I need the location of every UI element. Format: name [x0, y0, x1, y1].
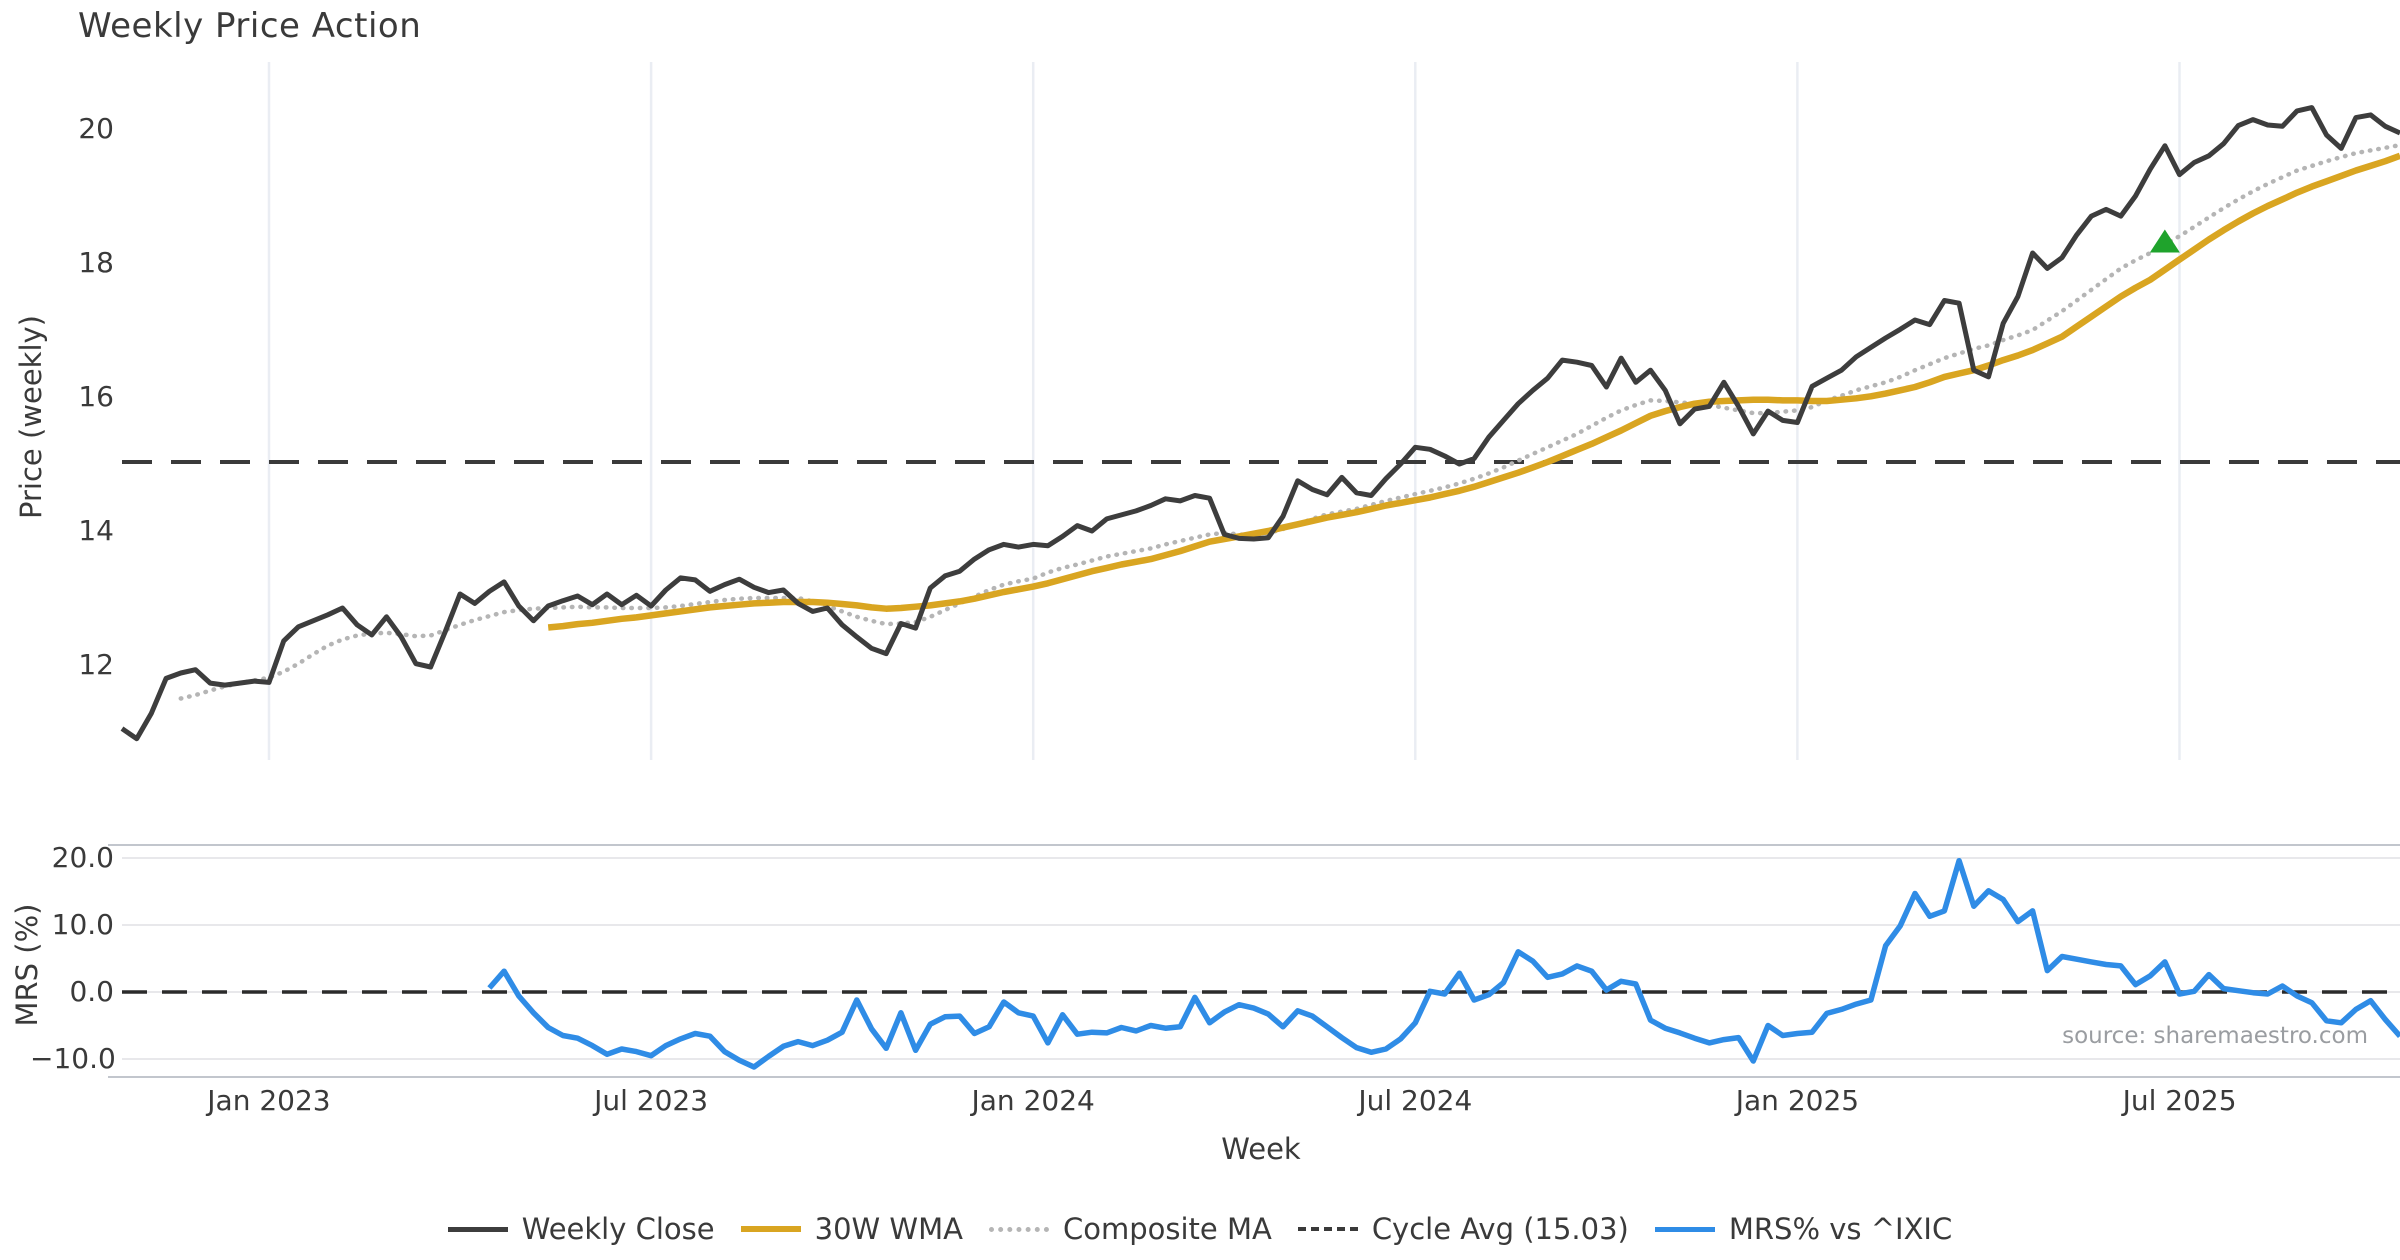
wma-line — [547, 152, 2400, 631]
legend-item-weekly-close: Weekly Close — [447, 1212, 715, 1246]
composite-ma-line-swatch-icon — [988, 1226, 1049, 1232]
price-axis-label: Price (weekly) — [14, 315, 48, 520]
cycle-avg-line-swatch-icon — [1297, 1227, 1358, 1231]
legend-label: Weekly Close — [521, 1212, 715, 1246]
week-tick-label: Jul 2025 — [2122, 1084, 2237, 1117]
legend-label: MRS% vs ^IXIC — [1728, 1212, 1953, 1246]
legend-item-mrs: MRS% vs ^IXIC — [1654, 1212, 1953, 1246]
price-tick-label: 20 — [78, 112, 114, 145]
price-tick-label: 14 — [78, 514, 114, 547]
legend-item-cycle-avg: Cycle Avg (15.03) — [1297, 1212, 1629, 1246]
mrs-tick-label: 0.0 — [69, 975, 114, 1008]
week-tick-label: Jul 2023 — [594, 1084, 709, 1117]
weekly-close-line-swatch-icon — [447, 1226, 508, 1232]
mrs-tick-label: 10.0 — [51, 908, 114, 941]
legend-label: Composite MA — [1062, 1212, 1272, 1246]
mrs-tick-label: −10.0 — [30, 1042, 116, 1075]
page-title: Weekly Price Action — [78, 6, 422, 46]
price-tick-label: 12 — [78, 648, 114, 681]
legend-label: Cycle Avg (15.03) — [1371, 1212, 1629, 1246]
source-note: source: sharemaestro.com — [2062, 1023, 2368, 1049]
legend-label: 30W WMA — [814, 1212, 963, 1246]
week-tick-label: Jan 2023 — [207, 1084, 331, 1117]
signal-triangle-icon — [2149, 229, 2180, 253]
week-tick-label: Jan 2025 — [1735, 1084, 1860, 1117]
mrs-line-swatch-icon — [1654, 1226, 1715, 1232]
week-tick-label: Jul 2024 — [1358, 1084, 1473, 1117]
price-tick-label: 16 — [78, 380, 114, 413]
mrs-axis-label: MRS (%) — [10, 903, 44, 1027]
legend-item-30w-wma: 30W WMA — [740, 1212, 963, 1246]
week-axis-label: Week — [1221, 1132, 1301, 1166]
weekly-close-line — [120, 105, 2400, 742]
composite-ma-line — [178, 142, 2400, 701]
week-tick-label: Jan 2024 — [971, 1084, 1095, 1117]
wma-line-swatch-icon — [740, 1226, 801, 1232]
mrs-line — [487, 857, 2400, 1070]
legend-item-composite-ma: Composite MA — [988, 1212, 1272, 1246]
mrs-tick-label: 20.0 — [51, 841, 114, 874]
legend: Weekly Close 30W WMA Composite MA Cycle … — [0, 1210, 2400, 1248]
price-tick-label: 18 — [78, 246, 114, 279]
